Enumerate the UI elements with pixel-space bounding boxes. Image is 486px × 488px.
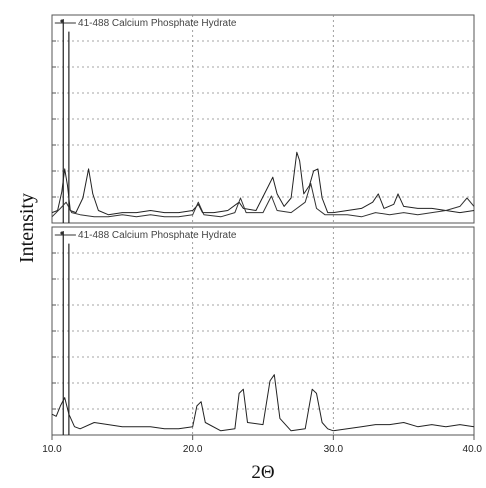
pattern-line-top-2 — [51, 183, 475, 218]
pattern-line-top-1 — [51, 151, 475, 216]
x-tick-label: 20.0 — [183, 444, 203, 455]
panel-top: 41-488 Calcium Phosphate Hydrate — [51, 14, 475, 224]
reference-legend-marker — [60, 231, 64, 235]
reference-legend-marker — [60, 19, 64, 23]
y-axis-label: Intensity — [16, 193, 38, 263]
x-tick-labels: 10.0 20.0 30.0 40.0 — [42, 435, 482, 455]
chart-panels: 41-488 Calcium Phosphate Hydrate 41-488 C… — [51, 14, 475, 436]
x-tick-label: 30.0 — [324, 444, 344, 455]
pattern-line-bottom-1 — [51, 374, 475, 432]
reference-pattern-label: 41-488 Calcium Phosphate Hydrate — [78, 230, 237, 241]
x-tick-label: 10.0 — [42, 444, 62, 455]
reference-pattern-label: 41-488 Calcium Phosphate Hydrate — [78, 18, 237, 29]
panel-bottom: 41-488 Calcium Phosphate Hydrate — [51, 226, 475, 436]
x-tick-label: 40.0 — [463, 444, 483, 455]
x-axis-label: 2Θ — [251, 462, 274, 483]
